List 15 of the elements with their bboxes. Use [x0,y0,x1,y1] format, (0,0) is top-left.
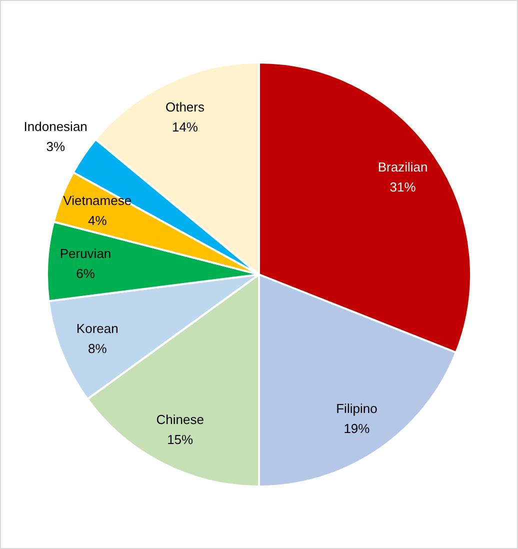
data-label: 31% [390,179,416,194]
data-label: 4% [88,213,108,228]
slice-label: Peruvian [60,246,112,262]
slice-label: Others [165,100,205,115]
slice-label: Filipino [336,400,378,416]
data-label: 19% [344,420,370,436]
slice-label: Chinese [156,412,204,427]
data-label: 8% [88,340,108,356]
data-label: 6% [76,266,96,282]
data-label: 14% [172,120,198,135]
slice-label: Indonesian [24,118,88,134]
slice-label: Korean [76,320,118,336]
slice-label: Brazilian [378,159,428,174]
data-label: 15% [167,432,194,447]
data-label: 3% [46,138,66,154]
